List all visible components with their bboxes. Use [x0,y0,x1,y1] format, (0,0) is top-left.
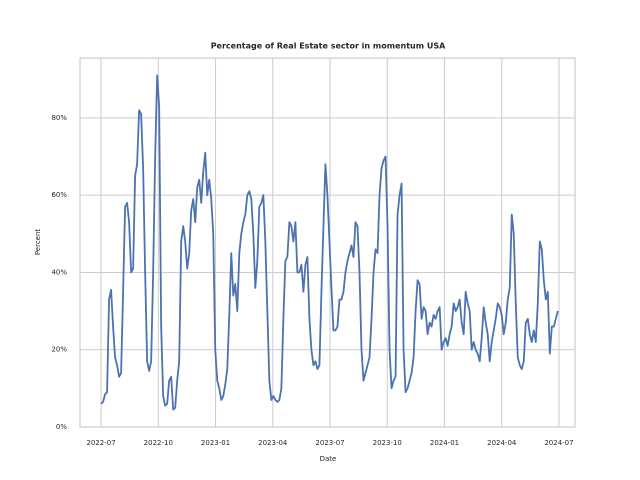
x-tick-label: 2024-04 [487,439,517,447]
y-tick-label: 20% [51,346,67,354]
x-axis-label: Date [320,455,337,463]
y-axis-label: Percent [34,229,42,256]
data-line [100,74,559,411]
chart-title: Percentage of Real Estate sector in mome… [211,42,446,51]
y-tick-label: 0% [56,423,67,431]
y-tick-label: 40% [51,268,67,276]
plot-frame [79,57,576,428]
x-tick-label: 2023-01 [201,439,230,447]
x-tick-label: 2023-07 [315,439,344,447]
y-tick-label: 80% [51,114,67,122]
x-tick-label: 2023-04 [258,439,288,447]
x-tick-label: 2024-07 [544,439,573,447]
x-tick-label: 2023-10 [373,439,402,447]
x-tick-label: 2022-07 [86,439,115,447]
x-tick-label: 2024-01 [430,439,459,447]
x-tick-label: 2022-10 [144,439,173,447]
y-tick-label: 60% [51,191,67,199]
